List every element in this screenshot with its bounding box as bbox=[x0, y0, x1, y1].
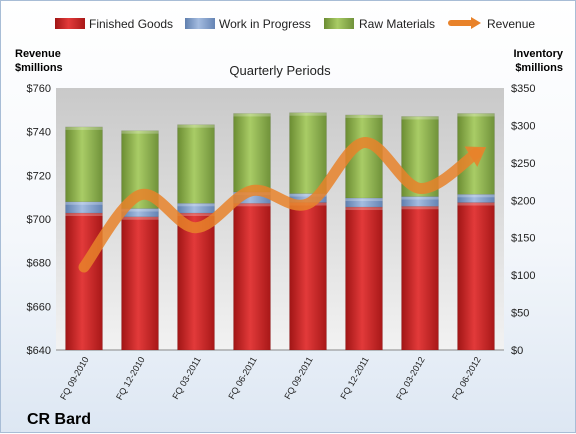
bar-segment-finished-goods-cap bbox=[457, 202, 495, 206]
bar-segment-finished-goods bbox=[121, 216, 159, 351]
bar-segment-raw-materials-cap bbox=[289, 112, 327, 116]
bar-segment-raw-materials-cap bbox=[401, 116, 439, 120]
legend-label-work-in-progress: Work in Progress bbox=[219, 17, 311, 31]
x-axis-ticks: FQ 09-2010 FQ 12-2010 FQ 03-2011 FQ 06-2011… bbox=[58, 355, 483, 402]
left-tick-label: $720 bbox=[27, 170, 51, 182]
right-axis-ticks: $350 $300 $250 $200 $150 $100 $50 $0 bbox=[511, 83, 535, 357]
x-tick-label: FQ 12-2010 bbox=[114, 355, 147, 402]
bar-segment-work-in-progress-cap bbox=[65, 201, 103, 205]
legend-item-finished-goods: Finished Goods bbox=[55, 17, 173, 31]
bar-segment-raw-materials-cap bbox=[345, 114, 383, 118]
bar-segment-work-in-progress-cap bbox=[401, 196, 439, 200]
company-name: CR Bard bbox=[27, 411, 91, 428]
right-tick-label: $100 bbox=[511, 270, 535, 282]
bar-segment-raw-materials-cap bbox=[233, 113, 271, 117]
left-axis-title-line2: $millions bbox=[15, 62, 63, 74]
legend-label-revenue: Revenue bbox=[487, 17, 535, 31]
chart-title: Quarterly Periods bbox=[229, 63, 331, 78]
x-tick-label: FQ 06-2012 bbox=[450, 355, 483, 402]
right-axis-title-line2: $millions bbox=[515, 62, 563, 74]
legend-item-revenue: Revenue bbox=[448, 17, 535, 31]
right-tick-label: $350 bbox=[511, 83, 535, 95]
bar-segment-raw-materials bbox=[65, 126, 103, 203]
bar-segment-finished-goods-cap bbox=[177, 213, 215, 217]
bar-segment-work-in-progress-cap bbox=[177, 203, 215, 207]
right-axis-title-line1: Inventory bbox=[513, 48, 563, 60]
bar-segment-raw-materials-cap bbox=[65, 126, 103, 130]
bar-segment-raw-materials bbox=[457, 113, 495, 195]
bar-segment-finished-goods bbox=[401, 206, 439, 351]
x-tick-label: FQ 09-2010 bbox=[58, 355, 91, 402]
left-tick-label: $680 bbox=[27, 258, 51, 270]
legend-swatch-finished-goods bbox=[55, 18, 85, 29]
right-tick-label: $200 bbox=[511, 195, 535, 207]
right-tick-label: $50 bbox=[511, 308, 529, 320]
legend-arrow-revenue bbox=[471, 17, 481, 29]
x-tick-label: FQ 12-2011 bbox=[338, 355, 370, 401]
legend-swatch-raw-materials bbox=[324, 18, 354, 29]
bar-segment-raw-materials-cap bbox=[177, 124, 215, 128]
bar-segment-work-in-progress-cap bbox=[289, 193, 327, 197]
bar-segment-finished-goods bbox=[457, 202, 495, 351]
left-tick-label: $640 bbox=[27, 345, 51, 357]
bar-segment-finished-goods bbox=[177, 212, 215, 351]
left-tick-label: $660 bbox=[27, 301, 51, 313]
legend-swatch-work-in-progress bbox=[185, 18, 215, 29]
right-tick-label: $150 bbox=[511, 233, 535, 245]
x-tick-label: FQ 03-2012 bbox=[394, 355, 427, 402]
left-tick-label: $740 bbox=[27, 127, 51, 139]
bar-segment-raw-materials bbox=[233, 113, 271, 193]
bar-segment-work-in-progress-cap bbox=[121, 208, 159, 212]
bar-segment-work-in-progress-cap bbox=[457, 194, 495, 198]
revenue-line bbox=[78, 137, 482, 273]
bar-segment-finished-goods bbox=[289, 202, 327, 351]
bar-segment-raw-materials-cap bbox=[457, 113, 495, 117]
bar-segment-finished-goods bbox=[345, 206, 383, 351]
right-tick-label: $300 bbox=[511, 120, 535, 132]
legend-item-work-in-progress: Work in Progress bbox=[185, 17, 311, 31]
bar-segment-finished-goods-cap bbox=[401, 206, 439, 210]
bar-segment-finished-goods-cap bbox=[233, 203, 271, 207]
x-tick-label: FQ 03-2011 bbox=[170, 355, 202, 401]
legend-item-raw-materials: Raw Materials bbox=[324, 17, 435, 31]
bar-segment-finished-goods bbox=[65, 212, 103, 351]
right-tick-label: $0 bbox=[511, 345, 523, 357]
bar-segment-finished-goods-cap bbox=[65, 213, 103, 217]
bar-segment-raw-materials bbox=[289, 112, 327, 194]
bar-segment-finished-goods-cap bbox=[345, 207, 383, 211]
bar-segment-raw-materials bbox=[177, 124, 215, 204]
bar-segment-work-in-progress-cap bbox=[345, 198, 383, 202]
left-axis-ticks: $760 $740 $720 $700 $680 $660 $640 bbox=[27, 83, 51, 357]
left-tick-label: $760 bbox=[27, 83, 51, 95]
revenue-arrow-head bbox=[464, 146, 487, 167]
legend: Finished Goods Work in Progress Raw Mate… bbox=[55, 17, 535, 31]
x-tick-label: FQ 09-2011 bbox=[282, 355, 314, 401]
bar-segment-raw-materials-cap bbox=[121, 130, 159, 134]
legend-label-raw-materials: Raw Materials bbox=[359, 17, 435, 31]
left-tick-label: $700 bbox=[27, 214, 51, 226]
bar-segment-finished-goods-cap bbox=[121, 216, 159, 220]
bars-group bbox=[65, 112, 495, 351]
legend-label-finished-goods: Finished Goods bbox=[89, 17, 173, 31]
right-tick-label: $250 bbox=[511, 158, 535, 170]
revenue-line-group bbox=[78, 137, 487, 273]
left-axis-title-line1: Revenue bbox=[15, 48, 61, 60]
bar-segment-finished-goods bbox=[233, 203, 271, 351]
x-tick-label: FQ 06-2011 bbox=[226, 355, 258, 401]
